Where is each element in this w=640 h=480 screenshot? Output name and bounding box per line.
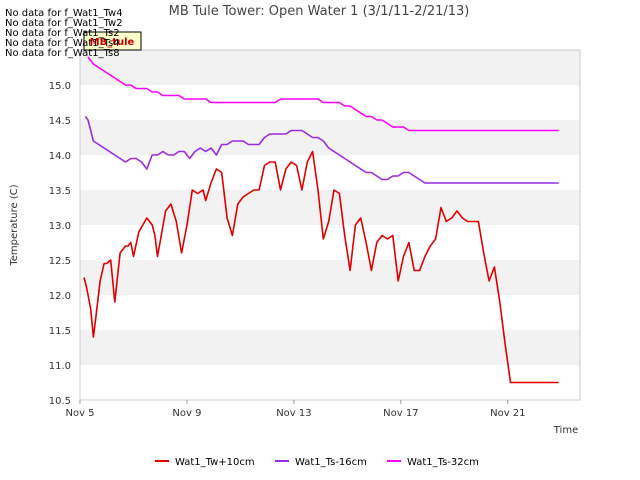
legend-label: Wat1_Ts-32cm [407, 457, 479, 468]
no-data-message: No data for f_Wat1_Tw4 [5, 8, 123, 19]
grid-band [80, 190, 580, 225]
y-tick-label: 12.0 [49, 291, 71, 302]
y-tick-label: 14.0 [49, 151, 71, 162]
y-tick-label: 12.5 [49, 256, 71, 267]
grid-band [80, 225, 580, 260]
y-tick-label: 11.0 [49, 361, 71, 372]
grid-band [80, 260, 580, 295]
x-axis-label: Time [553, 425, 578, 436]
station-badge-label: MB_tule [90, 37, 135, 48]
x-axis: Nov 5 Nov 9 Nov 13 Nov 17 Nov 21 [65, 400, 526, 419]
x-tick-label: Nov 9 [172, 408, 201, 419]
x-tick-label: Nov 5 [65, 408, 94, 419]
series-line-wat1-ts-32cm [87, 56, 559, 132]
chart-title: MB Tule Tower: Open Water 1 (3/1/11-2/21… [169, 4, 470, 19]
no-data-message: No data for f_Wat1_Ts4 [5, 38, 120, 49]
y-tick-label: 15.0 [49, 81, 71, 92]
grid-band [80, 295, 580, 330]
y-tick-label: 13.5 [49, 186, 71, 197]
series-line-wat1-tw-10cm [83, 150, 559, 384]
x-tick-label: Nov 17 [383, 408, 418, 419]
y-tick-label: 13.0 [49, 221, 71, 232]
y-axis: 10.5 11.0 11.5 12.0 12.5 13.0 13.5 14.0 14.5 15.0 [49, 81, 71, 407]
grid-band [80, 155, 580, 190]
y-axis-label: Temperature (C) [9, 184, 20, 266]
y-tick-label: 14.5 [49, 116, 71, 127]
x-tick-label: Nov 21 [490, 408, 525, 419]
x-tick-label: Nov 13 [276, 408, 311, 419]
station-badge-box [83, 31, 142, 51]
grid-band [80, 330, 580, 365]
legend: Wat1_Tw+10cm Wat1_Ts-16cm Wat1_Ts-32cm [155, 457, 479, 468]
y-tick-label: 11.5 [49, 326, 71, 337]
series-line-wat1-ts-16cm [84, 116, 559, 184]
grid-band [80, 365, 580, 400]
no-data-message: No data for f_Wat1_Ts8 [5, 48, 120, 59]
legend-label: Wat1_Tw+10cm [175, 457, 255, 468]
grid-band [80, 50, 580, 85]
series-lines [83, 56, 559, 384]
y-tick-label: 10.5 [49, 396, 71, 407]
station-badge: MB_tule [83, 31, 142, 51]
plot-frame [79, 49, 581, 401]
no-data-message: No data for f_Wat1_Tw2 [5, 18, 123, 29]
no-data-message: No data for f_Wat1_Ts2 [5, 28, 120, 39]
legend-label: Wat1_Ts-16cm [295, 457, 367, 468]
